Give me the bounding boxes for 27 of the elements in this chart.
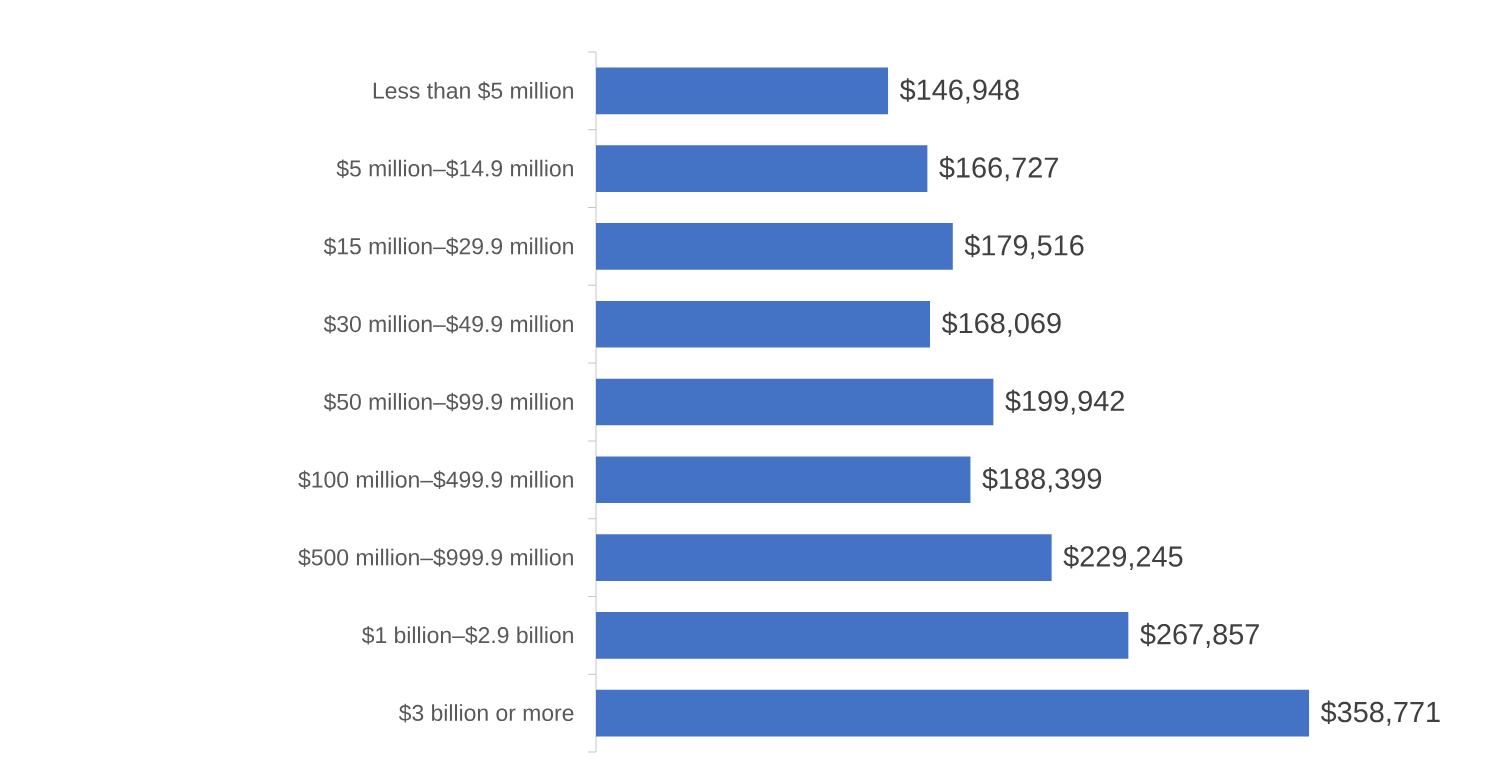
bar (596, 612, 1129, 659)
y-tick-label: $5 million–$14.9 million (336, 159, 573, 178)
data-label: $358,771 (1320, 700, 1440, 726)
data-label: $166,727 (939, 156, 1058, 182)
y-tick-label: $50 million–$99.9 million (323, 392, 573, 412)
bar (596, 689, 1310, 737)
y-tick-label: $500 million–$999.9 million (298, 548, 573, 567)
y-tick-label: Less than $5 million (373, 81, 573, 101)
y-tick-label: $30 million–$49.9 million (323, 314, 573, 334)
data-label: $146,948 (899, 78, 1019, 104)
bar (596, 145, 928, 192)
data-label: $229,245 (1063, 545, 1183, 571)
y-tick-label: $3 billion or more (398, 703, 574, 723)
data-label: $267,857 (1140, 622, 1259, 648)
bar (596, 378, 994, 426)
bar (596, 534, 1052, 581)
y-tick-label: $1 billion–$2.9 billion (361, 626, 573, 645)
y-tick-label: $100 million–$499.9 million (298, 470, 573, 490)
data-label: $188,399 (982, 467, 1102, 493)
bar (596, 300, 931, 348)
y-tick-label: $15 million–$29.9 million (323, 237, 573, 256)
bar (596, 67, 889, 115)
data-label: $168,069 (941, 311, 1061, 337)
data-label: $199,942 (1005, 389, 1124, 415)
bar (596, 223, 953, 270)
bar (596, 456, 971, 504)
data-label: $179,516 (964, 233, 1084, 259)
